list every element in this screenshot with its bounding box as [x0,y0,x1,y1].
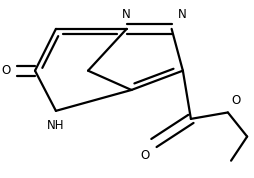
Text: NH: NH [47,119,65,132]
Text: N: N [122,8,131,21]
Text: O: O [232,94,241,107]
Text: O: O [141,149,150,162]
Text: O: O [1,64,11,77]
Text: N: N [177,8,186,21]
